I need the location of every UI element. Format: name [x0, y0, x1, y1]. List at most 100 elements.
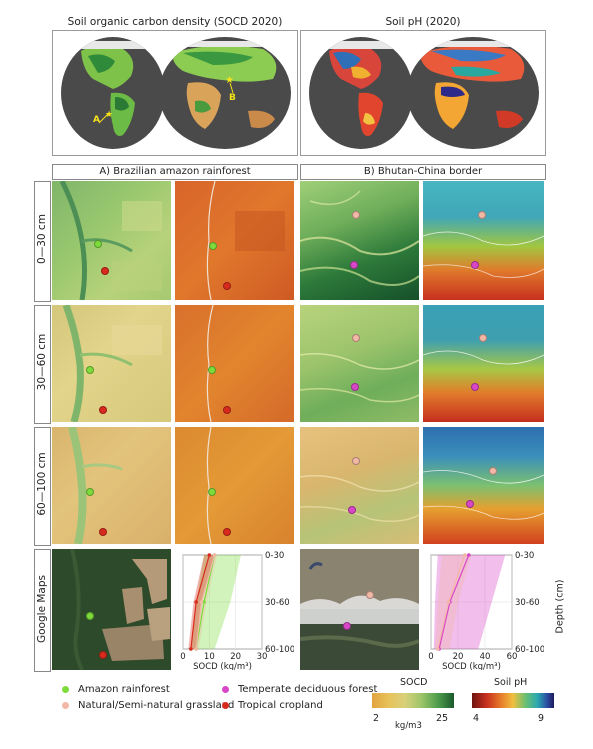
amazon-rainforest-point — [208, 488, 216, 496]
x-tick-label: 10 — [204, 652, 215, 662]
tropical-cropland-point — [223, 282, 231, 290]
amazon-rainforest-point — [86, 488, 94, 496]
grassland-point — [479, 334, 487, 342]
grassland-point — [478, 211, 486, 219]
socd-map-title: Soil organic carbon density (SOCD 2020) — [67, 16, 283, 28]
data-point — [212, 553, 217, 557]
temperate-forest-point — [350, 261, 358, 269]
legend-dot-icon — [62, 686, 69, 693]
ph-colorbar — [472, 693, 554, 708]
section-a-header: A) Brazilian amazon rainforest — [52, 164, 298, 180]
y-tick-label: 0-30 — [515, 551, 534, 561]
data-point — [207, 553, 212, 557]
legend-label: Tropical cropland — [238, 700, 323, 711]
section-b-header: B) Bhutan-China border — [300, 164, 546, 180]
tropical-cropland-point — [223, 406, 231, 414]
socd-colorbar — [372, 693, 454, 708]
tile-b-ph-60-100 — [423, 427, 544, 544]
ph-global-map-panel — [300, 30, 546, 156]
tile-b-socd-0-30 — [300, 181, 419, 300]
x-tick-label: 20 — [453, 652, 464, 662]
tile-a-google-maps — [52, 549, 171, 670]
row-tab-60-100 — [34, 427, 51, 546]
row-label-60-100: 60—100 cm — [36, 452, 48, 516]
row-label-google-maps: Google Maps — [36, 575, 48, 643]
uncertainty-band — [190, 555, 241, 649]
socd-global-map-panel: ★ ★ A B — [52, 30, 298, 156]
grassland-point — [352, 334, 360, 342]
tropical-cropland-point — [223, 528, 231, 536]
amazon-rainforest-point — [94, 240, 102, 248]
amazon-rainforest-point — [208, 366, 216, 374]
row-tab-30-60 — [34, 305, 51, 424]
tile-b-socd-30-60 — [300, 305, 419, 422]
tile-b-google-maps — [300, 549, 419, 670]
data-point — [446, 600, 451, 604]
temperate-forest-point — [471, 383, 479, 391]
row-label-30-60: 30—60 cm — [36, 333, 48, 391]
x-tick-label: 0 — [180, 652, 185, 662]
tropical-cropland-point — [99, 528, 107, 536]
tile-b-socd-60-100 — [300, 427, 419, 544]
temperate-forest-point — [348, 506, 356, 514]
row-tab-0-30 — [34, 181, 51, 302]
y-tick-label: 60-100 — [265, 645, 294, 655]
tropical-cropland-point — [99, 651, 107, 659]
ph-map-title: Soil pH (2020) — [385, 16, 461, 28]
row-tab-google-maps — [34, 549, 51, 672]
socd-global-map: ★ ★ — [61, 37, 291, 149]
grassland-point — [352, 211, 360, 219]
legend-grassland: Natural/Semi-natural grassland — [62, 700, 234, 711]
data-point — [202, 600, 206, 604]
x-tick-label: 20 — [230, 652, 241, 662]
tile-a-socd-30-60 — [52, 305, 171, 422]
temperate-forest-point — [466, 500, 474, 508]
ph-colorbar-title: Soil pH — [494, 677, 528, 688]
y-tick-label: 30-60 — [515, 598, 540, 608]
y-tick-label: 60-100 — [515, 645, 544, 655]
x-tick-label: 40 — [480, 652, 491, 662]
ph-colorbar-min: 4 — [473, 713, 480, 724]
tile-a-ph-0-30 — [175, 181, 294, 300]
legend-label: Amazon rainforest — [78, 684, 170, 695]
legend-temperate-forest: Temperate deciduous forest — [222, 684, 377, 695]
grassland-point — [366, 591, 374, 599]
tile-b-ph-30-60 — [423, 305, 544, 422]
chart-b-panel: 0 20 40 60 SOCD (kg/m³) 0-30 30-60 60-100 — [423, 549, 545, 672]
legend-amazon-rainforest: Amazon rainforest — [62, 684, 170, 695]
socd-colorbar-title: SOCD — [400, 677, 428, 688]
data-point — [199, 600, 204, 604]
x-axis-label: SOCD (kg/m³) — [193, 662, 252, 670]
tile-b-ph-0-30 — [423, 181, 544, 300]
row-label-0-30: 0—30 cm — [36, 214, 48, 264]
socd-colorbar-unit: kg/m3 — [395, 721, 422, 731]
legend-label: Natural/Semi-natural grassland — [78, 700, 235, 711]
temperate-forest-point — [343, 622, 351, 630]
grassland-point — [352, 457, 360, 465]
legend-dot-icon — [222, 686, 229, 693]
legend-label: Temperate deciduous forest — [238, 684, 378, 695]
tile-a-socd-60-100 — [52, 427, 171, 544]
tile-a-ph-30-60 — [175, 305, 294, 422]
tropical-cropland-point — [99, 406, 107, 414]
data-point — [467, 553, 471, 557]
tropical-cropland-point — [101, 267, 109, 275]
tile-a-socd-0-30 — [52, 181, 171, 300]
legend-dot-icon — [62, 702, 69, 709]
data-point — [194, 600, 198, 604]
x-tick-label: 0 — [428, 652, 433, 662]
ph-colorbar-max: 9 — [538, 713, 545, 724]
tile-a-ph-60-100 — [175, 427, 294, 544]
legend-tropical-cropland: Tropical cropland — [222, 700, 323, 711]
uncertainty-band — [433, 555, 506, 649]
data-point — [194, 647, 198, 651]
y-tick-label: 30-60 — [265, 598, 290, 608]
depth-axis-label: Depth (cm) — [554, 579, 566, 634]
temperate-forest-point — [351, 383, 359, 391]
marker-b-label: B — [229, 93, 236, 103]
socd-colorbar-min: 2 — [373, 713, 380, 724]
x-tick-label: 30 — [257, 652, 268, 662]
amazon-rainforest-point — [86, 366, 94, 374]
marker-a-star: ★ — [105, 110, 113, 120]
amazon-rainforest-point — [209, 242, 217, 250]
